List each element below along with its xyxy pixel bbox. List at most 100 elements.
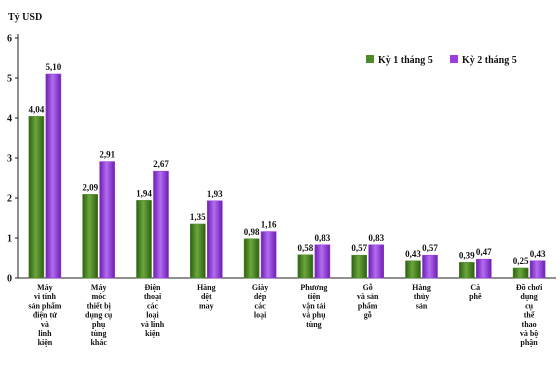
category-label: thao <box>522 320 537 329</box>
data-label-series-1: 0,43 <box>405 249 421 259</box>
category-label: vi tính <box>34 292 57 301</box>
bar-series-1 <box>28 116 45 279</box>
category-label: và linh <box>141 320 165 329</box>
y-axis-unit-label: Tỷ USD <box>8 12 42 23</box>
data-label-series-2: 1,93 <box>207 189 223 199</box>
bar-series-2 <box>260 231 277 279</box>
y-tick-label: 5 <box>7 74 12 85</box>
data-label-series-2: 5,10 <box>46 62 62 72</box>
category-label: các <box>255 301 267 310</box>
category-label: Cà <box>470 283 480 292</box>
bar-series-2 <box>314 244 331 279</box>
bar-series-1 <box>136 200 152 279</box>
category-label: may <box>199 301 214 310</box>
category-label: thoại <box>144 292 162 301</box>
bar-series-2 <box>99 161 115 279</box>
category-label: kiện <box>145 329 160 338</box>
bar-series-1 <box>82 194 98 279</box>
data-label-series-1: 0,25 <box>513 256 529 266</box>
y-tick-label: 1 <box>7 234 12 245</box>
legend-label-series-1: Kỳ 1 tháng 5 <box>378 55 433 66</box>
category-label: dệt <box>201 292 212 301</box>
y-tick-label: 2 <box>7 194 12 205</box>
bar-series-2 <box>475 258 492 279</box>
category-label: Điện <box>145 283 162 292</box>
category-label: loại <box>254 311 267 320</box>
category-label: Giày <box>252 283 268 292</box>
data-label-series-1: 0,98 <box>244 227 260 237</box>
data-label-series-1: 1,94 <box>136 188 152 198</box>
data-label-series-1: 1,35 <box>190 212 206 222</box>
bar-series-2 <box>45 73 62 279</box>
legend: Kỳ 1 tháng 5 Kỳ 2 tháng 5 <box>366 55 517 66</box>
category-label: phụ <box>92 320 106 329</box>
data-label-series-2: 1,16 <box>261 220 277 230</box>
data-label-series-1: 2,09 <box>82 182 98 192</box>
category-label: dép <box>254 292 267 301</box>
bar-series-2 <box>422 254 438 279</box>
data-label-series-1: 4,04 <box>29 104 45 114</box>
legend-swatch-series-1 <box>366 55 374 63</box>
data-label-series-2: 0,83 <box>368 233 384 243</box>
category-label: kiện <box>38 338 53 347</box>
bar-series-1 <box>243 238 260 279</box>
bar-series-1 <box>297 254 314 279</box>
data-label-series-2: 2,67 <box>153 159 169 169</box>
category-label: thiết bị <box>87 301 112 310</box>
bar-series-2 <box>529 260 546 279</box>
bar-series-1 <box>405 260 421 279</box>
category-label: Phương <box>300 283 327 292</box>
data-label-series-1: 0,58 <box>298 243 314 253</box>
category-label: các <box>147 301 159 310</box>
legend-swatch-series-2 <box>450 55 458 63</box>
data-label-series-2: 0,47 <box>476 247 492 257</box>
category-label: thể <box>524 311 535 320</box>
category-label: tùng <box>91 329 107 338</box>
category-label: thủy <box>414 292 430 301</box>
y-tick-label: 4 <box>7 114 12 125</box>
bar-series-1 <box>512 267 529 279</box>
category-label: và bộ <box>520 329 538 338</box>
category-label: sản <box>416 301 428 310</box>
category-label: dụng cụ <box>85 311 113 320</box>
bar-series-2 <box>153 170 169 279</box>
category-label: Máy <box>91 283 107 292</box>
category-label: dụng <box>520 292 537 301</box>
y-tick-label: 3 <box>7 154 12 165</box>
category-label: Gỗ <box>363 283 373 292</box>
category-label: tùng <box>306 320 322 329</box>
category-label: và phụ <box>302 311 326 320</box>
category-label: Hàng <box>197 283 216 292</box>
category-label: cụ <box>525 301 534 310</box>
data-label-series-1: 0,57 <box>351 243 367 253</box>
category-label: và sản <box>357 292 379 301</box>
legend-label-series-2: Kỳ 2 tháng 5 <box>462 55 517 66</box>
data-label-series-2: 0,57 <box>422 243 438 253</box>
value-labels: 4,04 5,10 2,09 2,91 1,94 2,67 1,35 1,93 0,981,16… <box>29 62 546 266</box>
bar-series-2 <box>207 200 223 279</box>
data-label-series-2: 0,43 <box>530 249 546 259</box>
data-label-series-2: 2,91 <box>99 150 115 160</box>
category-label: Hàng <box>412 283 431 292</box>
category-label: sản phẩm <box>28 301 61 310</box>
bars <box>28 73 546 279</box>
data-label-series-1: 0,39 <box>459 250 475 260</box>
bar-series-1 <box>458 262 475 279</box>
category-label: vận tải <box>302 301 326 310</box>
y-tick-label: 6 <box>7 34 12 45</box>
data-label-series-2: 0,83 <box>315 233 331 243</box>
category-label: và <box>41 320 49 329</box>
category-label: khác <box>90 338 107 347</box>
category-label: phận <box>520 338 538 347</box>
category-label: điện tử <box>33 311 57 320</box>
bar-series-1 <box>351 254 368 279</box>
category-label: phẩm <box>358 301 378 310</box>
category-label: loại <box>146 311 159 320</box>
bar-series-1 <box>190 223 206 279</box>
category-label: linh <box>38 329 52 338</box>
category-label: gỗ <box>364 311 372 320</box>
bar-series-2 <box>368 244 385 279</box>
